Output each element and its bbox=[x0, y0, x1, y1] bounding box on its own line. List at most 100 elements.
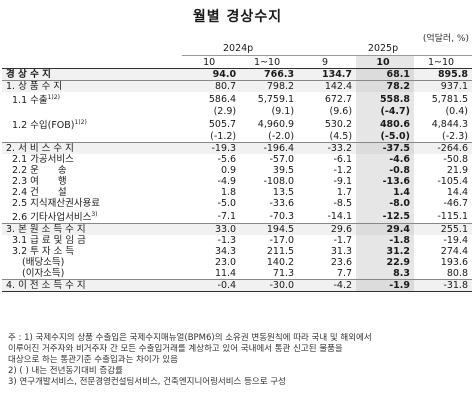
cell-value: 34.3 bbox=[214, 246, 237, 258]
cell-value: 194.5 bbox=[240, 223, 299, 236]
cell-value: 255.1 bbox=[414, 223, 472, 236]
cell-value: 5,781.5 bbox=[431, 93, 468, 105]
cell-value: 274.4 bbox=[440, 246, 468, 258]
row-label: 경 상 수 지 bbox=[2, 68, 183, 81]
table-row: 1. 상 품 수 지 80.7 798.2 142.4 78.2 937.1 bbox=[2, 80, 472, 92]
cell-value: 505.7 bbox=[208, 118, 237, 130]
table-row: 3.1 급 료 및 임 금 -1.3 -17.0 -1.7 -1.8 -19.4 bbox=[2, 235, 472, 247]
table-row: 4. 이 전 소 득 수 지 -0.4 -30.0 -4.2 -1.9 -31.8 bbox=[2, 279, 472, 293]
cell-value: 39.5 bbox=[272, 165, 295, 177]
cell-value: (-2.3) bbox=[442, 131, 468, 143]
cell-highlight: 31.2 bbox=[356, 246, 414, 258]
row-label: 3. 본 원 소 득 수 지 bbox=[2, 223, 183, 236]
cell-highlight: 78.2 bbox=[356, 80, 414, 92]
cell-value: (2.9) bbox=[213, 106, 237, 118]
cell-value: 14.4 bbox=[446, 187, 468, 199]
cell-value: 530.2 bbox=[324, 118, 353, 130]
cell-value: 193.6 bbox=[440, 257, 468, 269]
cell-value: -33.6 bbox=[269, 198, 295, 210]
row-label: 2.2 운 송 bbox=[12, 165, 67, 177]
cell-value: -46.7 bbox=[443, 198, 468, 210]
cell-value: 134.7 bbox=[298, 68, 357, 81]
row-label bbox=[2, 131, 182, 143]
cell-value: 4,844.3 bbox=[431, 118, 468, 130]
header-col: 9 bbox=[298, 55, 357, 69]
cell-highlight: 8.3 bbox=[356, 268, 414, 280]
cell-value: -9.1 bbox=[333, 176, 353, 188]
table-row: 2.1 가공서비스 -5.6 -57.0 -6.1 -4.6 -50.8 bbox=[2, 154, 472, 166]
cell-value: -264.6 bbox=[414, 142, 472, 155]
table-row: 2.5 지식재산권사용료 -5.0 -33.6 -8.5 -8.0 -46.7 bbox=[2, 198, 472, 210]
header-blank bbox=[2, 42, 182, 56]
cell-value: (-2.0) bbox=[268, 131, 295, 143]
cell-value: 7.7 bbox=[336, 268, 353, 280]
cell-value: -5.0 bbox=[217, 198, 237, 210]
cell-value: (9.6) bbox=[329, 106, 353, 118]
cell-value: 31.3 bbox=[330, 246, 353, 258]
table-row: 2.2 운 송 0.9 39.5 -1.2 -0.8 21.9 bbox=[2, 165, 472, 177]
table-row: 2.4 건 설 1.8 13.5 1.7 1.4 14.4 bbox=[2, 187, 472, 199]
cell-highlight: 480.6 bbox=[356, 117, 414, 132]
cell-value: 13.5 bbox=[272, 187, 295, 199]
cell-value: -70.3 bbox=[269, 210, 295, 222]
row-label: (배당소득) bbox=[22, 257, 65, 269]
cell-value: 798.2 bbox=[240, 80, 299, 92]
header-col: 10 bbox=[182, 55, 241, 69]
row-label: 2.6 기타사업서비스3) bbox=[12, 211, 98, 224]
cell-highlight: -4.6 bbox=[356, 154, 414, 166]
cell-value: 80.8 bbox=[446, 268, 468, 280]
cell-value: 29.6 bbox=[298, 223, 357, 236]
cell-value: -1.3 bbox=[217, 235, 237, 247]
cell-highlight: 1.4 bbox=[356, 187, 414, 199]
cell-highlight: 29.4 bbox=[356, 223, 414, 236]
cell-value: 937.1 bbox=[414, 80, 472, 92]
table-row: 2. 서 비 스 수 지 -19.3 -196.4 -33.2 -37.5 -264.6 bbox=[2, 142, 472, 155]
table-row: 3. 본 원 소 득 수 지 33.0 194.5 29.6 29.4 255.1 bbox=[2, 223, 472, 236]
footnote-line: 3) 연구개발서비스, 전문경영컨설팅서비스, 건축엔지니어링서비스 등으로 구… bbox=[8, 377, 286, 387]
footnote-line: 2) ( ) 내는 전년동기대비 증감률 bbox=[8, 366, 123, 376]
cell-value: 5,759.1 bbox=[257, 93, 295, 105]
cell-value: -17.0 bbox=[269, 235, 295, 247]
cell-value: 211.5 bbox=[266, 246, 295, 258]
cell-value: (9.1) bbox=[271, 106, 295, 118]
cell-highlight: -8.0 bbox=[356, 198, 414, 210]
row-label: 3.1 급 료 및 임 금 bbox=[12, 235, 86, 247]
cell-value: 672.7 bbox=[324, 93, 353, 105]
cell-value: -1.2 bbox=[333, 165, 353, 177]
table-row: 경 상 수 지 94.0 766.3 134.7 68.1 895.8 bbox=[2, 68, 472, 81]
table-row: (-1.2) (-2.0) (4.5) (-5.0) (-2.3) bbox=[2, 131, 472, 143]
cell-value: 23.6 bbox=[330, 257, 353, 269]
row-label: 1.2 수입(FOB)1)2) bbox=[12, 119, 87, 132]
cell-value: -105.4 bbox=[437, 176, 468, 188]
cell-value: -1.7 bbox=[333, 235, 353, 247]
row-label: 4. 이 전 소 득 수 지 bbox=[2, 279, 183, 293]
header-col-highlight: 10 bbox=[356, 55, 414, 69]
unit-label: (억달러, %) bbox=[422, 34, 469, 44]
cell-highlight: 68.1 bbox=[356, 68, 414, 81]
row-label: 1. 상 품 수 지 bbox=[2, 80, 183, 92]
row-label bbox=[2, 106, 182, 117]
row-label: 3.2 투 자 소 득 bbox=[12, 246, 75, 258]
cell-value: -19.3 bbox=[182, 142, 241, 155]
cell-value: 80.7 bbox=[182, 80, 241, 92]
cell-value: -4.9 bbox=[217, 176, 237, 188]
cell-value: (0.4) bbox=[445, 106, 468, 118]
cell-highlight: -13.6 bbox=[356, 176, 414, 188]
cell-value: 0.9 bbox=[220, 165, 237, 177]
cell-value: 71.3 bbox=[272, 268, 295, 280]
table-row: 2.3 여 행 -4.9 -108.0 -9.1 -13.6 -105.4 bbox=[2, 176, 472, 188]
cell-value: -0.4 bbox=[182, 279, 241, 293]
page-title: 월별 경상수지 bbox=[192, 9, 283, 25]
cell-value: 21.9 bbox=[446, 165, 468, 177]
cell-value: 4,960.9 bbox=[257, 118, 295, 130]
table-row: (이자소득) 11.4 71.3 7.7 8.3 80.8 bbox=[2, 268, 472, 280]
cell-value: 1.8 bbox=[220, 187, 237, 199]
cell-value: -196.4 bbox=[240, 142, 299, 155]
cell-value: 94.0 bbox=[182, 68, 241, 81]
footnote-line: 주 : 1) 국제수지의 상품 수출입은 국제수지매뉴얼(BPM6)의 소유권 … bbox=[8, 333, 372, 343]
cell-value: 142.4 bbox=[298, 80, 357, 92]
table-row: (배당소득) 23.0 140.2 23.6 22.9 193.6 bbox=[2, 257, 472, 269]
cell-value: 140.2 bbox=[266, 257, 295, 269]
cell-value: (4.5) bbox=[329, 131, 353, 143]
cell-value: 11.4 bbox=[214, 268, 237, 280]
